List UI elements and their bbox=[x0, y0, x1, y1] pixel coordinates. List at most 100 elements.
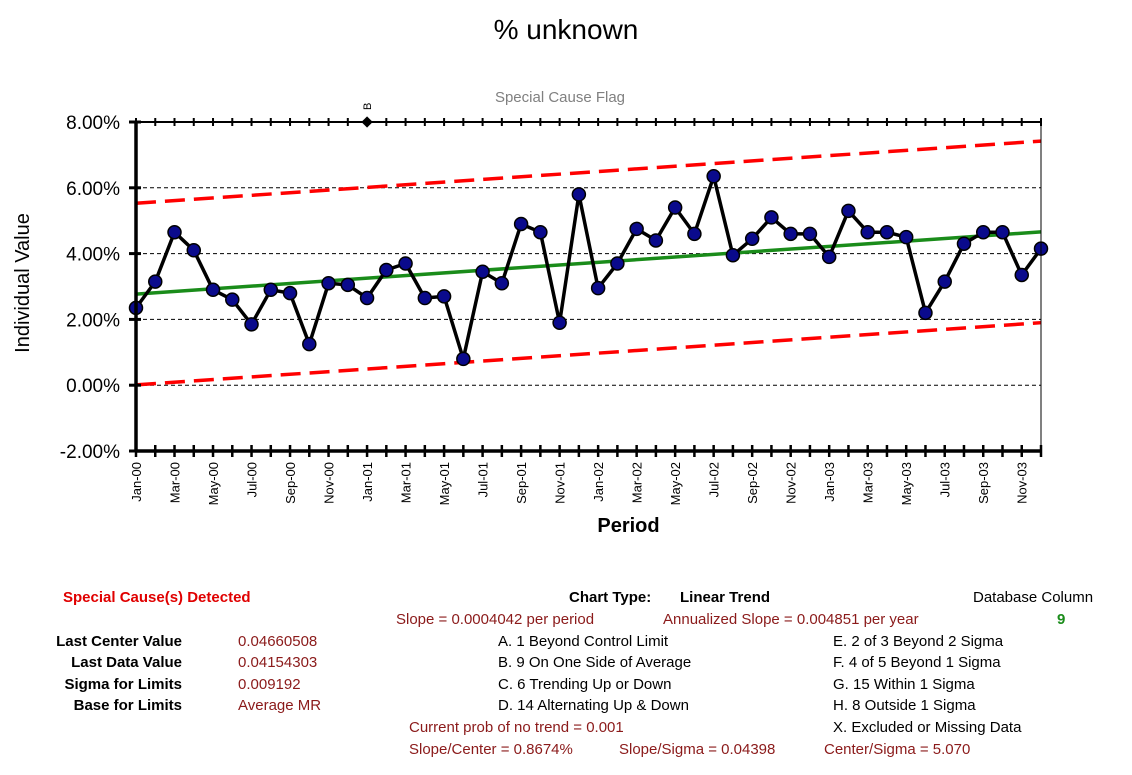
data-point bbox=[513, 216, 529, 232]
special-causes-label: Special Cause(s) Detected bbox=[63, 589, 251, 606]
data-point bbox=[436, 289, 452, 304]
x-tick-label: Jul-02 bbox=[707, 462, 722, 497]
chart-svg: -2.00% 0.00% 2.00% 4.00% 6.00% 8.00% Jan-00 Mar… bbox=[12, 103, 1049, 537]
x-tick-label: Nov-01 bbox=[553, 462, 568, 504]
rule-item: B. 9 On One Side of Average bbox=[498, 654, 692, 671]
data-point bbox=[860, 224, 875, 240]
x-tick-label: Mar-01 bbox=[399, 462, 414, 503]
rule-item: D. 14 Alternating Up & Down bbox=[498, 697, 689, 714]
y-tick-label: 8.00% bbox=[66, 113, 120, 134]
x-tick-label: May-00 bbox=[206, 462, 221, 505]
data-point bbox=[244, 317, 259, 332]
data-point bbox=[879, 224, 895, 240]
data-point bbox=[610, 256, 625, 271]
y-tick-label: -2.00% bbox=[60, 442, 120, 463]
chart-title: % unknown bbox=[493, 14, 639, 45]
rule-item: H. 8 Outside 1 Sigma bbox=[833, 697, 976, 714]
data-point bbox=[340, 277, 356, 293]
data-point bbox=[898, 229, 914, 245]
x-tick-label: May-01 bbox=[437, 462, 452, 505]
label-layer: -2.00% 0.00% 2.00% 4.00% 6.00% 8.00% Jan-00 Mar… bbox=[12, 103, 1030, 537]
x-tick-label: Jan-01 bbox=[360, 462, 375, 502]
y-axis-title: Individual Value bbox=[12, 213, 34, 353]
data-point bbox=[841, 203, 856, 219]
x-tick-label: Sep-01 bbox=[514, 462, 529, 504]
x-tick-label: Nov-00 bbox=[322, 462, 337, 504]
axis-layer bbox=[129, 118, 1043, 457]
x-tick-label: Jan-00 bbox=[129, 462, 144, 502]
rule-item: X. Excluded or Missing Data bbox=[833, 719, 1022, 736]
data-point bbox=[764, 210, 779, 225]
flag-marker-label: B bbox=[362, 103, 374, 110]
rule-item: C. 6 Trending Up or Down bbox=[498, 676, 672, 693]
data-point bbox=[263, 282, 279, 298]
data-point bbox=[687, 226, 702, 242]
limit-layer bbox=[135, 139, 1042, 387]
stat-label: Last Center Value bbox=[56, 633, 182, 650]
y-tick-label: 0.00% bbox=[66, 376, 120, 397]
data-point bbox=[744, 231, 760, 247]
data-point bbox=[359, 290, 375, 306]
stat-value: Average MR bbox=[238, 697, 322, 714]
data-point bbox=[533, 224, 548, 240]
stat-value: 0.04154303 bbox=[238, 654, 318, 671]
data-point bbox=[552, 315, 567, 330]
rule-item: F. 4 of 5 Beyond 1 Sigma bbox=[833, 654, 1001, 671]
stat-label: Last Data Value bbox=[71, 654, 182, 671]
x-tick-label: Nov-02 bbox=[784, 462, 799, 504]
data-point bbox=[205, 282, 221, 298]
data-point bbox=[995, 224, 1010, 240]
data-point bbox=[1014, 267, 1029, 283]
chart-type-label: Chart Type: bbox=[569, 589, 652, 606]
data-point bbox=[783, 226, 798, 242]
data-point bbox=[571, 187, 587, 202]
data-point bbox=[494, 275, 510, 291]
data-point bbox=[725, 247, 741, 263]
data-point bbox=[398, 256, 413, 271]
x-tick-label: May-03 bbox=[899, 462, 914, 505]
x-tick-label: Jul-03 bbox=[938, 462, 953, 497]
data-point bbox=[590, 280, 606, 296]
x-tick-label: Sep-00 bbox=[283, 462, 298, 504]
data-point bbox=[975, 224, 991, 240]
data-point bbox=[475, 264, 490, 279]
data-point bbox=[417, 290, 433, 306]
slope-sigma: Slope/Sigma = 0.04398 bbox=[619, 741, 776, 758]
annualized-slope-text: Annualized Slope = 0.004851 per year bbox=[663, 611, 919, 628]
x-tick-label: Jan-03 bbox=[822, 462, 837, 502]
upper-limit-line bbox=[135, 139, 1042, 206]
data-point bbox=[667, 200, 683, 215]
x-tick-label: Jul-00 bbox=[245, 462, 260, 497]
x-tick-label: May-02 bbox=[668, 462, 683, 505]
data-point bbox=[918, 305, 933, 321]
x-tick-label: Sep-02 bbox=[745, 462, 760, 504]
stat-value: 0.04660508 bbox=[238, 633, 318, 650]
stat-value: 0.009192 bbox=[238, 676, 301, 693]
data-point bbox=[629, 221, 644, 237]
data-point bbox=[321, 275, 336, 291]
data-point bbox=[167, 224, 182, 240]
chart-type-value: Linear Trend bbox=[680, 589, 771, 606]
rule-item: G. 15 Within 1 Sigma bbox=[833, 676, 975, 693]
x-tick-label: Jul-01 bbox=[476, 462, 491, 497]
data-point bbox=[148, 274, 163, 289]
data-point bbox=[225, 292, 240, 307]
lower-limit-line bbox=[135, 320, 1042, 387]
data-point bbox=[706, 169, 721, 184]
database-column-value: 9 bbox=[1057, 611, 1066, 628]
data-point bbox=[956, 236, 972, 251]
y-tick-label: 6.00% bbox=[66, 179, 120, 200]
data-point bbox=[302, 336, 317, 352]
x-tick-label: Jan-02 bbox=[591, 462, 606, 502]
x-tick-label: Mar-00 bbox=[168, 462, 183, 503]
data-point bbox=[282, 285, 298, 301]
data-point bbox=[648, 233, 664, 248]
flag-marker bbox=[361, 116, 373, 128]
special-cause-flag-title: Special Cause Flag bbox=[494, 89, 626, 106]
x-tick-label: Mar-02 bbox=[630, 462, 645, 503]
database-column-label: Database Column bbox=[973, 589, 1094, 606]
data-point bbox=[937, 274, 952, 289]
y-tick-label: 2.00% bbox=[66, 310, 120, 331]
stat-label: Base for Limits bbox=[73, 697, 182, 714]
stat-label: Sigma for Limits bbox=[64, 676, 182, 693]
